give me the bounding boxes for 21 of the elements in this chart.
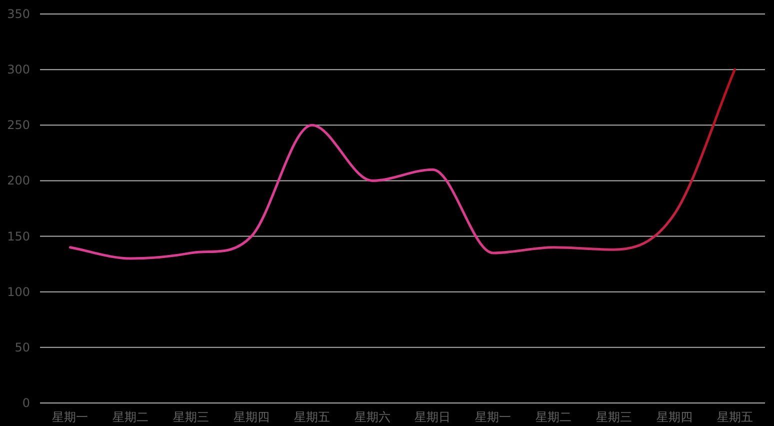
x-tick-label: 星期三 xyxy=(173,410,210,424)
y-tick-label: 0 xyxy=(22,396,30,410)
y-tick-label: 250 xyxy=(7,118,30,132)
x-tick-label: 星期三 xyxy=(596,410,632,424)
x-tick-label: 星期六 xyxy=(354,410,390,424)
y-tick-label: 200 xyxy=(7,174,30,188)
x-tick-label: 星期二 xyxy=(536,410,572,424)
x-tick-label: 星期五 xyxy=(294,410,330,424)
x-tick-label: 星期一 xyxy=(52,410,88,424)
y-tick-label: 300 xyxy=(7,62,30,77)
x-tick-label: 星期四 xyxy=(233,410,270,424)
y-tick-label: 100 xyxy=(7,284,30,299)
line-series xyxy=(68,68,736,260)
x-tick-label: 星期一 xyxy=(475,410,512,424)
y-tick-label: 150 xyxy=(7,229,30,244)
x-tick-label: 星期二 xyxy=(112,410,149,424)
x-tick-label: 星期四 xyxy=(656,410,692,424)
y-tick-label: 50 xyxy=(14,340,30,354)
y-tick-label: 350 xyxy=(7,7,30,21)
x-tick-label: 星期五 xyxy=(716,410,753,424)
x-tick-label: 星期日 xyxy=(414,410,451,424)
